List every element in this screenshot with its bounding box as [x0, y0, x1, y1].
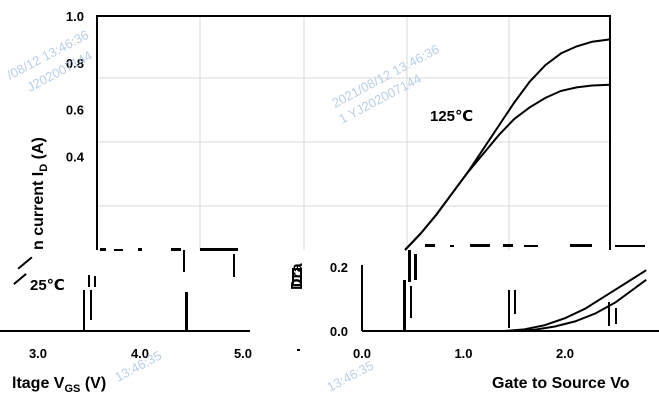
glitch-bar	[450, 245, 454, 247]
glitch-bar	[410, 286, 412, 318]
main-series-group	[404, 38, 611, 251]
right-strip-panel: 0.2 0.0 0.0 1.0 2.0 Dra Gate to Source Vo	[289, 260, 659, 392]
glitch-bar	[90, 290, 92, 320]
y-tick-label: 0.6	[66, 103, 84, 118]
glitch-bar	[470, 244, 490, 247]
series-line-1	[404, 38, 611, 251]
annotation-125c: 125℃	[430, 108, 473, 125]
right-x-axis-label: Gate to Source Vo	[492, 375, 630, 392]
glitch-bar	[94, 276, 96, 287]
glitch-bar	[514, 290, 516, 314]
glitch-bar	[233, 254, 235, 277]
glitch-bar	[508, 290, 510, 328]
right-series-group	[504, 269, 647, 332]
glitch-bar	[88, 275, 90, 287]
x-tick-label: 4.0	[131, 346, 149, 361]
y-tick-label: 0.0	[330, 324, 348, 339]
glitch-bar	[114, 249, 123, 251]
left-strip-panel: 25℃ 3.0 4.0 5.0 ltage VGS (V)	[0, 277, 252, 395]
left-x-ticks: 3.0 4.0 5.0	[29, 346, 252, 361]
main-y-ticks: 1.0 0.8 0.6 0.4	[66, 9, 85, 164]
glitch-bar	[183, 250, 185, 272]
glitch-bar	[297, 349, 300, 351]
y-tick-label: 0.2	[330, 260, 348, 275]
y-axis-label: n current ID (A)	[30, 137, 50, 250]
glitch-bar	[171, 248, 181, 251]
main-plot-panel: 1.0 0.8 0.6 0.4 125℃ n current ID (A)	[30, 9, 611, 251]
watermark-text: 13:46:35	[324, 358, 376, 395]
glitch-bar	[570, 244, 592, 247]
x-tick-label: 5.0	[234, 346, 252, 361]
glitch-bar	[403, 280, 406, 330]
x-tick-label: 0.0	[353, 346, 371, 361]
glitch-bar	[503, 244, 513, 247]
glitch-cut	[294, 270, 300, 284]
glitch-bar	[425, 244, 435, 247]
y-tick-label: 1.0	[66, 9, 84, 24]
y-tick-label: 0.8	[66, 56, 84, 71]
glitch-bar	[408, 250, 411, 282]
left-x-axis-label: ltage VGS (V)	[12, 375, 106, 395]
annotation-25c: 25℃	[30, 277, 65, 294]
plot-frame	[96, 15, 611, 250]
glitch-bar	[185, 292, 188, 330]
right-series-line-2	[504, 269, 647, 332]
glitch-bar	[17, 256, 33, 270]
glitch-bar	[414, 254, 417, 280]
glitch-bar	[615, 245, 645, 247]
glitch-bar	[138, 248, 142, 251]
x-tick-label: 1.0	[454, 346, 472, 361]
right-ticks: 0.2 0.0 0.0 1.0 2.0	[330, 260, 574, 361]
glitch-bar	[83, 290, 85, 330]
x-tick-label: 3.0	[29, 346, 47, 361]
glitch-bar	[100, 248, 106, 251]
glitch-bar	[524, 245, 538, 247]
glitch-bar	[608, 302, 610, 326]
glitch-bar	[200, 248, 238, 251]
right-y-label-fragment: Dra	[289, 263, 306, 290]
glitch-bar	[615, 308, 617, 324]
corrupted-band	[13, 244, 645, 351]
right-series-line-1	[514, 278, 647, 332]
glitch-bar	[13, 273, 27, 285]
y-tick-label: 0.4	[66, 149, 85, 164]
x-tick-label: 2.0	[556, 346, 574, 361]
series-line-2	[404, 83, 610, 251]
